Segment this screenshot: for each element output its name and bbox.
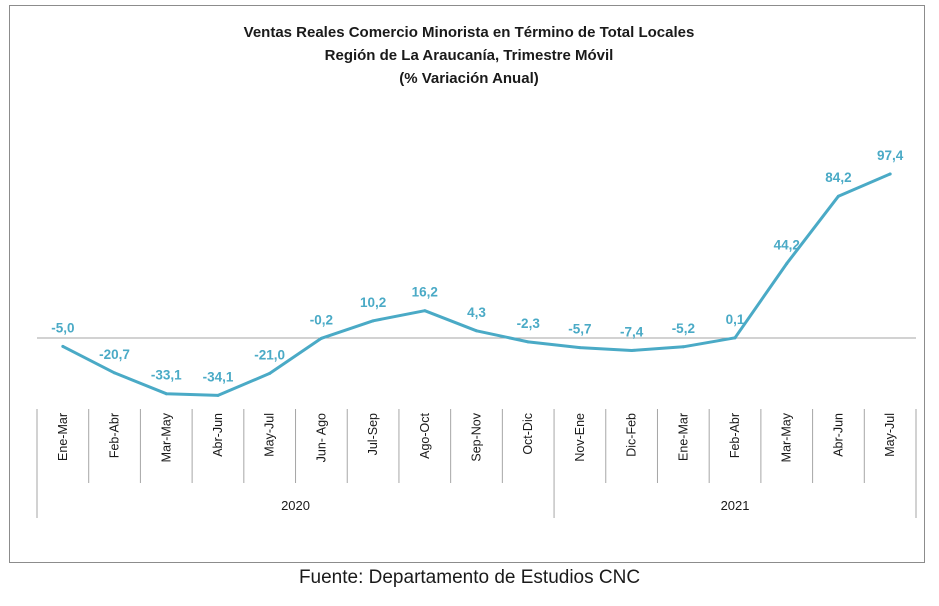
data-label: 0,1 [726,312,745,327]
x-tick-label: May-Jul [263,413,277,457]
data-point [733,336,737,340]
data-label: 84,2 [825,170,851,185]
x-tick-label: Jul-Sep [366,413,380,455]
x-tick-label: Feb-Abr [728,413,742,458]
data-point [268,371,272,375]
year-label: 2020 [281,498,310,513]
data-point [164,392,168,396]
data-label: -5,2 [672,321,695,336]
data-label: -20,7 [99,347,130,362]
data-point [578,346,582,350]
data-label: -33,1 [151,368,182,383]
data-label: -21,0 [254,347,285,362]
data-point [423,309,427,313]
data-label: -0,2 [310,312,333,327]
x-tick-label: Abr-Jun [211,413,225,457]
series-line [61,172,892,397]
source-caption: Fuente: Departamento de Estudios CNC [298,567,641,588]
x-tick-label: Feb-Abr [108,413,122,458]
data-point [216,393,220,397]
data-point [630,348,634,352]
x-tick-label: May-Jul [883,413,897,457]
data-point [836,194,840,198]
line-chart: Ventas Reales Comercio Minorista en Térm… [36,24,917,518]
data-point [475,329,478,333]
data-point [526,340,530,344]
data-label: -2,3 [517,316,541,331]
data-point [371,319,375,323]
x-tick-label: Ene-Mar [56,413,70,461]
data-label: -34,1 [203,369,234,384]
data-point [113,371,117,375]
x-tick-label: Dic-Feb [625,413,639,457]
x-tick-label: Oct-Dic [521,413,535,455]
data-point [888,172,892,176]
year-label: 2021 [721,498,750,513]
data-label: 97,4 [877,148,904,163]
chart-title-line-3: (% Variación Anual) [399,70,538,87]
x-tick-label: Mar-May [780,412,794,462]
data-point [61,344,65,348]
data-point [681,345,685,349]
data-point [319,336,323,340]
data-label: -7,4 [620,324,644,339]
data-label: 10,2 [360,295,386,310]
x-tick-label: Ago-Oct [418,412,432,458]
data-label: 4,3 [467,305,486,320]
x-tick-label: Sep-Nov [470,412,484,461]
chart-title-line-1: Ventas Reales Comercio Minorista en Térm… [244,24,695,41]
data-label: 16,2 [412,285,438,300]
data-label: -5,0 [51,320,74,335]
x-tick-label: Ene-Mar [676,413,690,461]
x-tick-label: Jun- Ago [314,413,328,462]
chart-frame [9,5,925,563]
x-tick-label: Mar-May [159,412,173,462]
chart-title-line-2: Región de La Araucanía, Trimestre Móvil [325,47,614,64]
data-label: 44,2 [774,238,800,253]
data-label: -5,7 [568,322,591,337]
x-tick-label: Abr-Jun [831,413,845,457]
x-tick-label: Nov-Ene [573,413,587,462]
data-point [785,262,789,266]
